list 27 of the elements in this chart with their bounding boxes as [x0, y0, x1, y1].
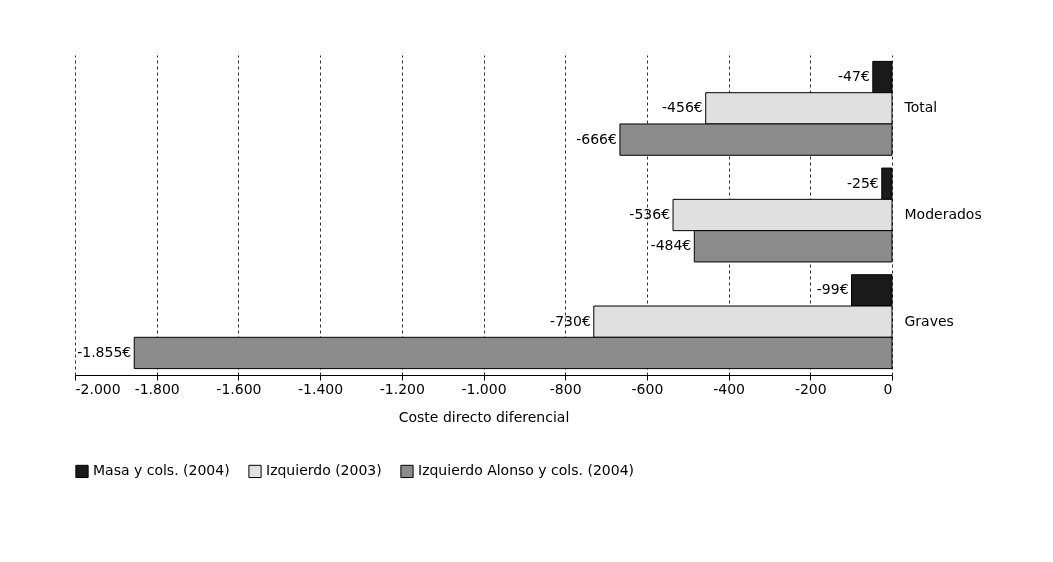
y-tick-label: Total [903, 99, 938, 116]
data-label: -456€ [662, 99, 703, 116]
x-tick-label: -1.600 [216, 380, 262, 397]
data-label: -1.855€ [77, 343, 132, 360]
x-tick-label: -600 [631, 380, 664, 397]
y-tick-label: Moderados [904, 206, 982, 222]
x-tick-label: -1.400 [298, 380, 344, 397]
y-tick-label: Graves [904, 312, 954, 329]
legend-label: Izquierdo Alonso y cols. (2004) [418, 462, 635, 479]
x-axis-title: Coste directo diferencial [398, 408, 570, 425]
legend-label: Masa y cols. (2004) [93, 462, 230, 479]
x-tick-label: 0 [883, 380, 893, 397]
legend-label: Izquierdo (2003) [266, 462, 382, 479]
data-label: -47€ [838, 68, 870, 85]
data-label: -25€ [847, 174, 879, 191]
x-tick-label: -1.800 [134, 380, 180, 397]
x-tick-label: -800 [549, 380, 582, 397]
data-label: -99€ [816, 281, 849, 298]
data-label: -666€ [576, 130, 617, 147]
data-label: -730€ [550, 312, 591, 329]
data-label: -536€ [629, 206, 671, 222]
x-tick-label: -2.000 [75, 380, 121, 397]
data-label: -484€ [650, 237, 692, 254]
x-tick-label: -400 [713, 380, 745, 397]
x-tick-label: -1.200 [379, 380, 425, 397]
x-tick-label: -1.000 [461, 380, 507, 397]
x-tick-label: -200 [794, 380, 827, 397]
